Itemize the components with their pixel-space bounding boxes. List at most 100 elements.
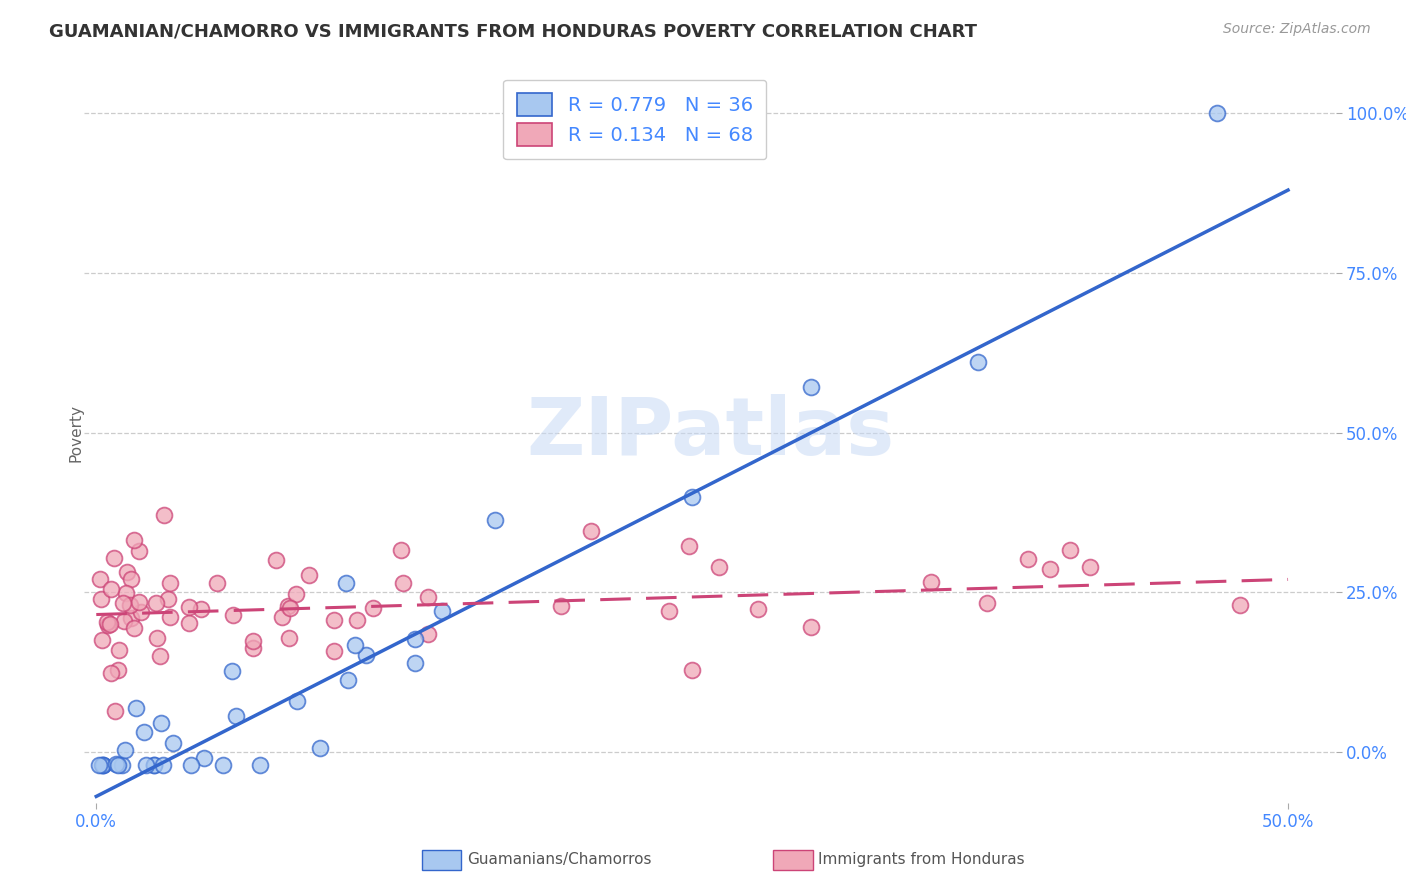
Point <box>389 543 412 558</box>
Point <box>323 644 346 658</box>
Point <box>747 601 769 615</box>
Text: Guamanians/Chamorros: Guamanians/Chamorros <box>467 853 651 867</box>
Point <box>1078 560 1101 574</box>
Point <box>179 615 201 630</box>
Point <box>1059 543 1081 558</box>
Point <box>162 736 184 750</box>
Point <box>152 757 174 772</box>
Point <box>266 553 288 567</box>
Point <box>404 632 426 647</box>
Point <box>430 604 453 618</box>
Point <box>112 615 135 629</box>
Point <box>707 560 730 574</box>
Point <box>356 648 378 662</box>
Point <box>249 757 271 772</box>
Point <box>98 616 121 631</box>
Point <box>344 639 367 653</box>
Point <box>404 656 426 670</box>
Point <box>221 608 243 623</box>
Point <box>308 741 330 756</box>
Point <box>112 596 135 610</box>
Point <box>391 575 413 590</box>
Point <box>579 524 602 538</box>
Point <box>336 673 359 688</box>
Point <box>1039 562 1062 576</box>
Point <box>298 567 321 582</box>
Point <box>148 649 170 664</box>
Point <box>149 715 172 730</box>
Point <box>134 724 156 739</box>
Point <box>211 757 233 772</box>
Point <box>221 665 243 679</box>
Point <box>91 757 114 772</box>
Point <box>125 701 148 715</box>
Text: Source: ZipAtlas.com: Source: ZipAtlas.com <box>1223 22 1371 37</box>
Point <box>115 565 138 579</box>
Point <box>323 613 346 627</box>
Point <box>91 757 114 772</box>
Point <box>205 575 228 590</box>
Point <box>242 641 264 656</box>
Point <box>159 610 181 624</box>
Point <box>87 757 110 772</box>
Point <box>145 596 167 610</box>
Point <box>658 604 681 618</box>
Point <box>179 599 201 614</box>
Point <box>1017 552 1039 566</box>
Point <box>180 757 202 772</box>
Point <box>89 572 111 586</box>
Point <box>107 664 129 678</box>
Point <box>242 634 264 648</box>
Point <box>1229 598 1251 612</box>
Point <box>129 605 152 619</box>
Text: ZIPatlas: ZIPatlas <box>526 393 894 472</box>
Point <box>120 611 142 625</box>
Point <box>153 508 176 523</box>
Point <box>285 587 308 601</box>
Point <box>976 596 998 610</box>
Point <box>90 591 112 606</box>
Point <box>271 610 294 624</box>
Point <box>120 572 142 586</box>
Point <box>681 663 703 677</box>
Point <box>920 575 942 590</box>
Point <box>105 757 128 772</box>
Point <box>103 551 125 566</box>
Point <box>104 704 127 718</box>
Point <box>91 757 114 772</box>
Point <box>146 632 169 646</box>
Point <box>111 757 134 772</box>
Point <box>135 757 157 772</box>
Point <box>128 595 150 609</box>
Point <box>278 601 301 615</box>
Point <box>277 631 299 645</box>
Point <box>114 743 136 757</box>
Point <box>967 355 990 369</box>
Point <box>108 643 131 657</box>
Point <box>114 585 136 599</box>
Point <box>120 598 142 612</box>
Point <box>97 618 120 632</box>
Point <box>416 626 439 640</box>
Point <box>107 757 129 772</box>
Point <box>361 600 384 615</box>
Point <box>100 666 122 681</box>
Text: GUAMANIAN/CHAMORRO VS IMMIGRANTS FROM HONDURAS POVERTY CORRELATION CHART: GUAMANIAN/CHAMORRO VS IMMIGRANTS FROM HO… <box>49 22 977 40</box>
Point <box>416 590 439 604</box>
Point <box>800 380 823 394</box>
Point <box>193 751 215 765</box>
Point <box>159 576 181 591</box>
Point <box>143 757 166 772</box>
Y-axis label: Poverty: Poverty <box>69 403 83 462</box>
Text: Immigrants from Honduras: Immigrants from Honduras <box>818 853 1025 867</box>
Point <box>678 539 700 553</box>
Point <box>100 582 122 597</box>
Point <box>122 621 145 635</box>
Point <box>143 757 166 772</box>
Point <box>346 613 368 627</box>
Point <box>277 599 299 613</box>
Point <box>122 533 145 548</box>
Point <box>128 544 150 558</box>
Point <box>225 709 247 723</box>
Point <box>484 513 506 527</box>
